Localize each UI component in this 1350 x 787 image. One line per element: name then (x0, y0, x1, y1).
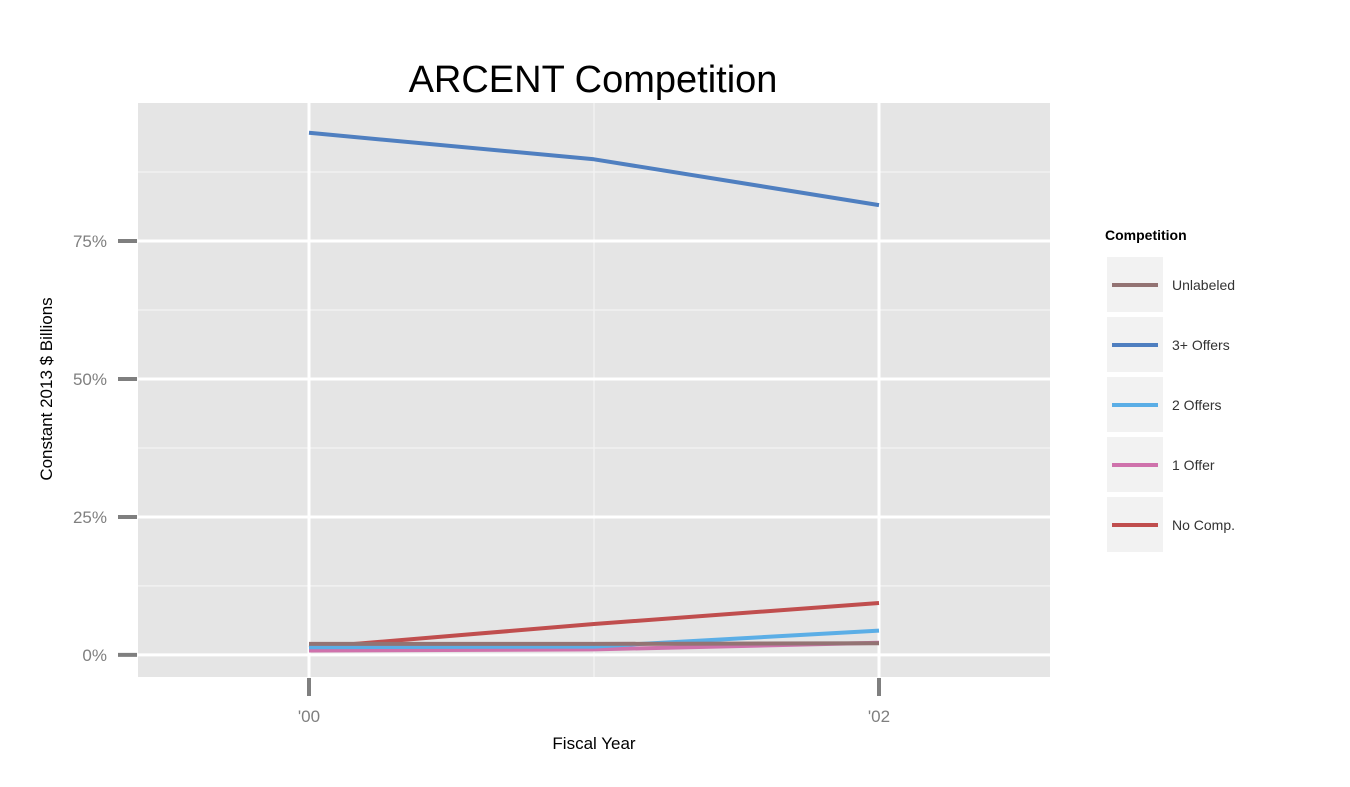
y-tick-label: 75% (73, 232, 107, 251)
x-tick-label: '02 (868, 707, 890, 726)
major-gridlines (138, 103, 1050, 677)
series-lines (308, 130, 880, 653)
legend-item: 3+ Offers (1107, 317, 1230, 372)
legend-label: 1 Offer (1172, 457, 1215, 473)
minor-gridlines (138, 103, 1050, 677)
y-axis: 0% 25% 50% 75% (73, 232, 137, 665)
x-tick-label: '00 (298, 707, 320, 726)
legend: Competition Unlabeled 3+ Offers 2 Offers 1 … (1105, 227, 1235, 552)
series-line-3-offers (308, 130, 880, 208)
legend-item: No Comp. (1107, 497, 1235, 552)
chart-title: ARCENT Competition (409, 59, 778, 101)
y-axis-title: Constant 2013 $ Billions (37, 297, 56, 480)
legend-item: 1 Offer (1107, 437, 1215, 492)
y-tick-label: 0% (82, 646, 107, 665)
x-axis: '00 '02 (298, 678, 890, 726)
series-line-no-comp (308, 601, 880, 650)
legend-label: 2 Offers (1172, 397, 1222, 413)
legend-label: 3+ Offers (1172, 337, 1230, 353)
y-tick-label: 50% (73, 370, 107, 389)
legend-label: No Comp. (1172, 517, 1235, 533)
series-line-unlabeled (309, 641, 880, 646)
y-tick-label: 25% (73, 508, 107, 527)
x-axis-title: Fiscal Year (552, 734, 635, 753)
legend-label: Unlabeled (1172, 277, 1235, 293)
series-line-2-offers (308, 628, 880, 650)
legend-title: Competition (1105, 227, 1187, 243)
legend-item: 2 Offers (1107, 377, 1222, 432)
legend-item: Unlabeled (1107, 257, 1235, 312)
